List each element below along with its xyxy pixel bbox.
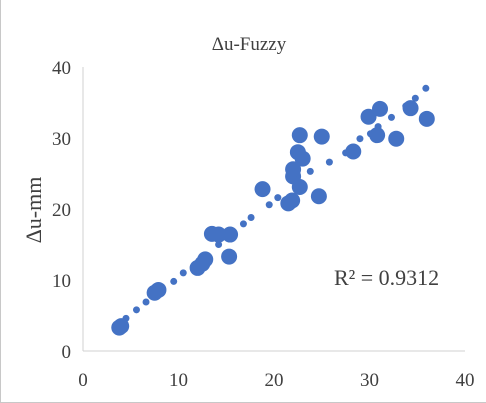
trendline-dot — [356, 135, 364, 143]
data-point — [372, 100, 389, 117]
y-tick-label: 10 — [52, 271, 71, 292]
data-point — [254, 181, 271, 198]
data-point — [291, 127, 308, 144]
y-tick-label: 40 — [52, 58, 71, 79]
trendline-dot — [142, 298, 150, 306]
x-tick-label: 0 — [78, 370, 88, 391]
data-point — [291, 178, 308, 195]
x-tick-label: 10 — [169, 370, 188, 391]
y-axis-label: Δu-mm — [21, 177, 46, 244]
data-point — [360, 108, 377, 125]
y-tick-label: 20 — [52, 200, 71, 221]
trendline-dot — [274, 194, 282, 202]
trendline-dot — [306, 167, 314, 175]
trendline-dot — [247, 214, 255, 222]
x-tick-label: 40 — [456, 370, 475, 391]
y-tick-label: 0 — [62, 342, 72, 363]
data-point — [221, 248, 238, 265]
x-tick-label: 20 — [265, 370, 284, 391]
trendline-dot — [132, 306, 140, 314]
trendline-dot — [265, 201, 273, 209]
x-tick-label: 30 — [360, 370, 379, 391]
data-point — [150, 281, 167, 298]
data-points — [111, 100, 435, 336]
data-point — [294, 150, 311, 167]
chart-title: Δu-Fuzzy — [212, 34, 287, 55]
data-point — [313, 128, 330, 145]
trendline-dot — [387, 113, 395, 121]
data-point — [111, 319, 128, 336]
data-point — [284, 192, 301, 209]
data-point — [310, 188, 327, 205]
data-point — [285, 161, 302, 178]
trendline-dot — [422, 84, 430, 92]
data-point — [210, 226, 227, 243]
trendline-dot — [325, 158, 333, 166]
data-point — [197, 251, 214, 268]
trendline-dot — [170, 277, 178, 285]
y-tick-label: 30 — [52, 129, 71, 150]
axes: 0 10 20 30 40 0 10 20 30 40 — [52, 58, 475, 391]
trendline-dot — [239, 220, 247, 228]
data-point — [388, 130, 405, 147]
trendline-dot — [179, 269, 187, 277]
data-point — [345, 143, 362, 160]
r-squared-annotation: R² = 0.9312 — [334, 265, 439, 290]
trendline-dot — [215, 241, 223, 248]
trendline-dot — [411, 94, 419, 102]
data-point — [418, 110, 435, 127]
data-point — [369, 127, 386, 144]
data-point — [222, 226, 239, 243]
data-point — [402, 100, 419, 117]
